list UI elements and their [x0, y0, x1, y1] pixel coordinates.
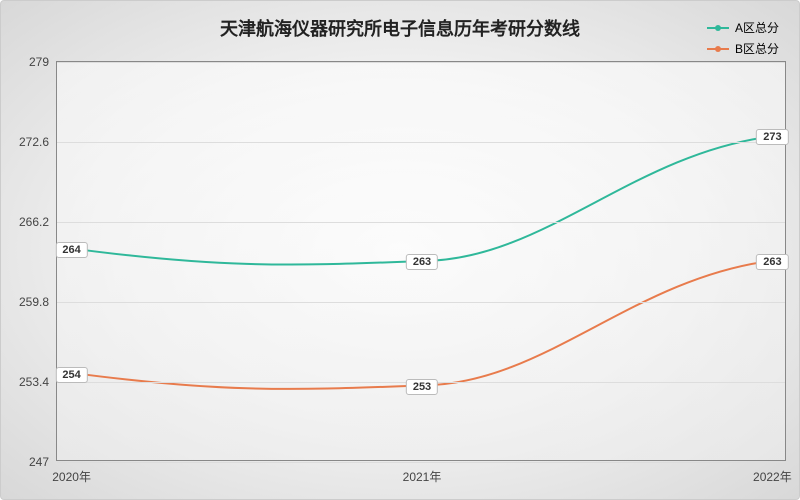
series-line	[72, 261, 769, 389]
legend-swatch-a	[707, 27, 729, 29]
legend-item-b: B区总分	[707, 40, 779, 57]
legend: A区总分 B区总分	[707, 19, 779, 61]
gridline	[57, 302, 785, 303]
data-label: 263	[756, 254, 788, 270]
chart-container: 天津航海仪器研究所电子信息历年考研分数线 A区总分 B区总分 247253.42…	[0, 0, 800, 500]
legend-dot-b	[715, 46, 721, 52]
x-axis-label: 2020年	[52, 460, 91, 485]
legend-dot-a	[715, 25, 721, 31]
plot-area: 247253.4259.8266.2272.62792020年2021年2022…	[56, 61, 786, 461]
gridline	[57, 222, 785, 223]
legend-label-b: B区总分	[735, 40, 779, 57]
y-axis-label: 253.4	[19, 375, 57, 389]
y-axis-label: 266.2	[19, 215, 57, 229]
y-axis-label: 272.6	[19, 135, 57, 149]
x-axis-label: 2021年	[403, 460, 442, 485]
data-label: 273	[756, 129, 788, 145]
x-axis-label: 2022年	[753, 460, 792, 485]
data-label: 254	[55, 367, 87, 383]
legend-item-a: A区总分	[707, 19, 779, 36]
y-axis-label: 259.8	[19, 295, 57, 309]
data-label: 264	[55, 242, 87, 258]
legend-label-a: A区总分	[735, 19, 779, 36]
data-label: 253	[406, 379, 438, 395]
y-axis-label: 279	[29, 55, 57, 69]
data-label: 263	[406, 254, 438, 270]
gridline	[57, 142, 785, 143]
legend-swatch-b	[707, 48, 729, 50]
series-line	[72, 137, 769, 265]
gridline	[57, 62, 785, 63]
chart-title: 天津航海仪器研究所电子信息历年考研分数线	[220, 15, 580, 41]
